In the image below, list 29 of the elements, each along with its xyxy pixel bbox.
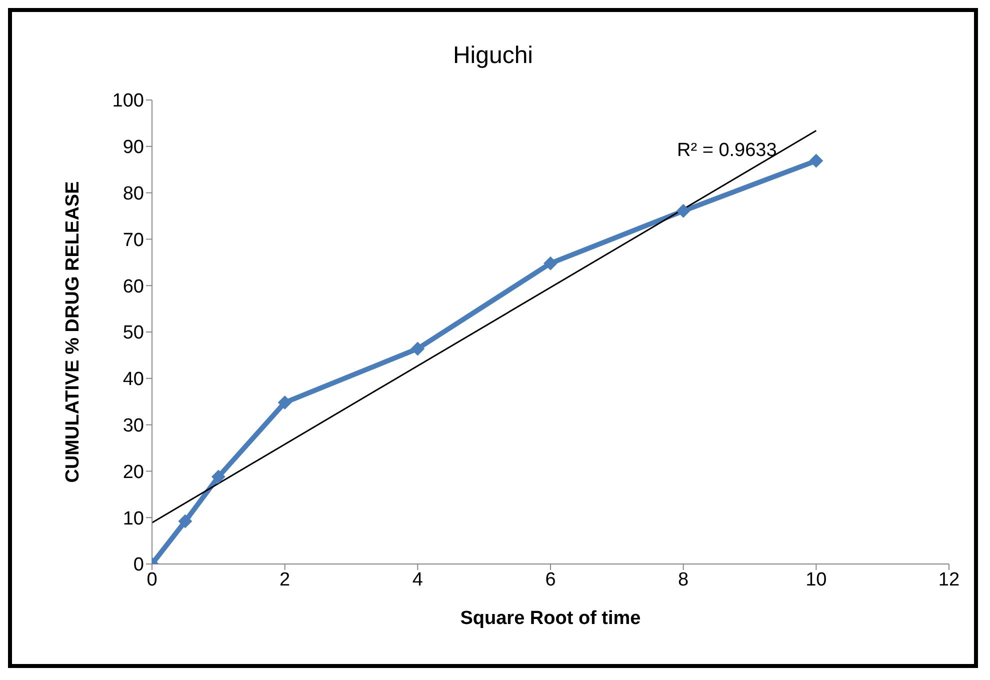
x-tick-label: 6 bbox=[545, 569, 556, 590]
y-tick-label: 30 bbox=[122, 416, 144, 437]
x-axis-title: Square Root of time bbox=[460, 608, 641, 629]
x-tick-label: 12 bbox=[938, 569, 960, 590]
y-tick-label: 90 bbox=[122, 137, 144, 158]
y-tick-label: 70 bbox=[122, 230, 144, 251]
point bbox=[809, 154, 824, 168]
x-tick-label: 0 bbox=[146, 569, 158, 590]
x-tick-label: 2 bbox=[280, 569, 290, 590]
y-tick-label: 60 bbox=[122, 276, 144, 298]
point bbox=[410, 342, 425, 356]
y-tick-label: 50 bbox=[122, 322, 144, 344]
point bbox=[211, 470, 226, 484]
x-tick-label: 10 bbox=[806, 569, 827, 590]
point bbox=[544, 256, 558, 270]
y-tick-label: 20 bbox=[122, 462, 144, 483]
y-tick-label: 80 bbox=[122, 184, 144, 205]
y-tick-label: 100 bbox=[112, 90, 144, 112]
point bbox=[178, 514, 192, 528]
annotation: R² = 0.9633 bbox=[677, 140, 777, 162]
y-tick-label: 0 bbox=[133, 554, 144, 576]
y-axis-title: CUMULATIVE % DRUG RELEASE bbox=[62, 181, 84, 483]
y-tick-label: 40 bbox=[122, 369, 144, 390]
chart-title: Higuchi bbox=[452, 42, 534, 70]
point bbox=[676, 204, 690, 218]
y-tick-label: 10 bbox=[122, 508, 144, 530]
x-tick-label: 4 bbox=[412, 569, 424, 590]
point bbox=[278, 396, 292, 410]
x-tick-label: 8 bbox=[678, 569, 689, 590]
